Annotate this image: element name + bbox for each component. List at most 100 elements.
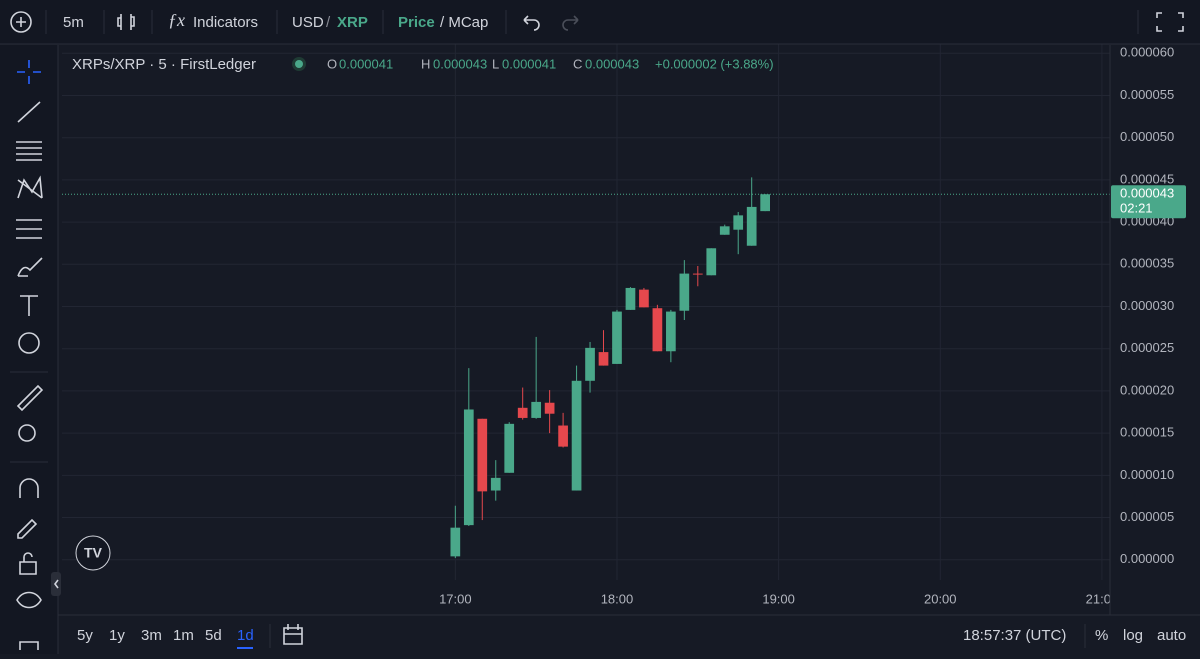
range-button[interactable]: 5d bbox=[205, 627, 222, 644]
y-tick-label: 0.000005 bbox=[1120, 509, 1174, 524]
delete-tool[interactable] bbox=[19, 641, 39, 650]
range-button[interactable]: 5y bbox=[77, 627, 93, 644]
brush-tool[interactable] bbox=[17, 257, 43, 277]
candle-body bbox=[679, 273, 690, 311]
x-tick-label: 19:00 bbox=[762, 591, 795, 606]
close-label: C bbox=[573, 56, 582, 71]
candle-body bbox=[612, 311, 622, 364]
candle-body bbox=[692, 273, 703, 275]
interval-button[interactable]: 5m bbox=[63, 14, 84, 31]
collapse-icon bbox=[54, 579, 59, 589]
change-value: +0.000002 (+3.88%) bbox=[655, 56, 774, 71]
candle-body bbox=[639, 289, 649, 308]
chart-type-button[interactable] bbox=[117, 14, 135, 30]
top-toolbar bbox=[0, 0, 1200, 44]
candle-body bbox=[719, 226, 730, 235]
candle-body bbox=[477, 418, 488, 492]
high-value: 0.000043 bbox=[433, 56, 487, 71]
projection-tool[interactable] bbox=[16, 219, 42, 239]
countdown-label: 02:21 bbox=[1120, 201, 1153, 216]
open-label: O bbox=[327, 56, 337, 71]
range-button[interactable]: 3m bbox=[141, 627, 162, 644]
log-toggle[interactable]: log bbox=[1123, 627, 1143, 644]
emoji-tool[interactable] bbox=[18, 332, 40, 354]
plot-area: 17:00 18:00 19:00 20:00 21:00 bbox=[62, 44, 1118, 606]
y-tick-label: 0.000020 bbox=[1120, 382, 1174, 397]
candle-body bbox=[598, 352, 609, 366]
add-symbol-button[interactable] bbox=[10, 11, 32, 33]
x-tick-label: 18:00 bbox=[601, 591, 634, 606]
ruler-tool[interactable] bbox=[16, 384, 44, 412]
status-dot bbox=[295, 60, 303, 68]
quote-currency[interactable]: USD bbox=[292, 14, 324, 31]
candle-body bbox=[490, 477, 501, 491]
low-label: L bbox=[492, 56, 499, 71]
candle-body bbox=[733, 215, 744, 230]
range-button[interactable]: 1d bbox=[237, 627, 254, 644]
high-label: H bbox=[421, 56, 430, 71]
y-tick-label: 0.000055 bbox=[1120, 87, 1174, 102]
base-currency[interactable]: XRP bbox=[337, 14, 368, 31]
tv-logo-mark: TV bbox=[84, 545, 103, 561]
y-tick-label: 0.000035 bbox=[1120, 256, 1174, 271]
y-tick-label: 0.000030 bbox=[1120, 298, 1174, 313]
price-axis bbox=[1110, 45, 1200, 615]
x-tick-label: 17:00 bbox=[439, 591, 472, 606]
collapse-button[interactable] bbox=[51, 572, 61, 596]
draw-lock-tool[interactable] bbox=[17, 518, 38, 539]
symbol-title: XRPs/XRP · 5 · FirstLedger bbox=[72, 56, 256, 73]
y-tick-label: 0.000010 bbox=[1120, 467, 1174, 482]
low-value: 0.000041 bbox=[502, 56, 556, 71]
y-tick-label: 0.000060 bbox=[1120, 45, 1174, 60]
mcap-toggle[interactable]: / MCap bbox=[440, 14, 488, 31]
separator: / bbox=[326, 14, 331, 31]
candle-body bbox=[450, 527, 461, 557]
y-tick-label: 0.000000 bbox=[1120, 551, 1174, 566]
candle-body bbox=[746, 206, 757, 246]
percent-toggle[interactable]: % bbox=[1095, 627, 1108, 644]
candle-body bbox=[463, 409, 474, 526]
fullscreen-button[interactable] bbox=[1156, 12, 1184, 32]
auto-toggle[interactable]: auto bbox=[1157, 627, 1186, 644]
indicators-button[interactable]: Indicators bbox=[193, 14, 258, 31]
candle-body bbox=[544, 402, 555, 414]
crosshair-tool[interactable] bbox=[17, 60, 41, 84]
magnet-tool[interactable] bbox=[19, 478, 39, 498]
trendline-tool[interactable] bbox=[17, 101, 41, 123]
x-tick-label: 20:00 bbox=[924, 591, 957, 606]
candle-body bbox=[558, 425, 568, 447]
tv-logo[interactable] bbox=[75, 535, 111, 571]
candle-body bbox=[504, 423, 515, 473]
candle-body bbox=[517, 407, 528, 418]
candle-body bbox=[531, 401, 542, 418]
pattern-tool[interactable] bbox=[17, 175, 43, 199]
range-buttons: 5y 1y 3m 1m 5d 1d bbox=[77, 627, 254, 649]
y-tick-label: 0.000025 bbox=[1120, 340, 1174, 355]
y-axis-labels: 0.000000 0.000005 0.000010 0.000015 0.000020… bbox=[1111, 45, 1186, 566]
y-tick-label: 0.000050 bbox=[1120, 129, 1174, 144]
range-button[interactable]: 1m bbox=[173, 627, 194, 644]
fib-tool[interactable] bbox=[16, 141, 42, 161]
plus-icon bbox=[16, 17, 26, 27]
candle-body bbox=[666, 311, 676, 352]
y-tick-label: 0.000045 bbox=[1120, 171, 1174, 186]
redo-button[interactable] bbox=[562, 15, 579, 31]
candle-body bbox=[625, 287, 636, 310]
lock-tool[interactable] bbox=[19, 552, 37, 575]
zoom-tool[interactable] bbox=[18, 424, 36, 442]
candle-body bbox=[571, 380, 582, 491]
candle-body bbox=[585, 347, 595, 381]
range-button[interactable]: 1y bbox=[109, 627, 125, 644]
visibility-tool[interactable] bbox=[16, 591, 42, 609]
candle-body bbox=[706, 248, 717, 276]
undo-button[interactable] bbox=[523, 15, 540, 31]
clock: 18:57:37 (UTC) bbox=[963, 627, 1066, 644]
text-tool[interactable] bbox=[20, 295, 38, 316]
price-toggle[interactable]: Price bbox=[398, 14, 435, 31]
date-range-button[interactable] bbox=[283, 624, 303, 645]
fx-icon: ƒx bbox=[168, 10, 185, 30]
last-price-label: 0.000043 bbox=[1120, 186, 1174, 201]
open-value: 0.000041 bbox=[339, 56, 393, 71]
